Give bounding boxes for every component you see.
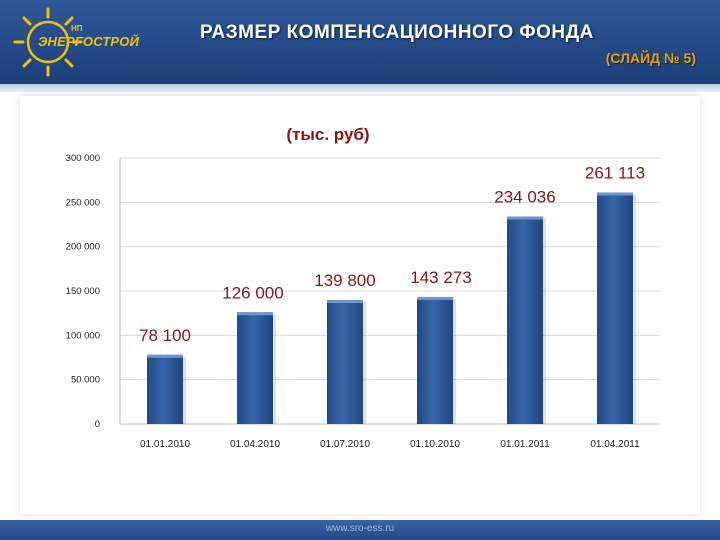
y-tick-label: 0 (95, 419, 100, 430)
bar-top-highlight (417, 296, 453, 300)
bar (417, 296, 453, 424)
footer-url: www.sro-ess.ru (325, 523, 395, 534)
data-label: 126 000 (222, 283, 283, 302)
bar (597, 192, 633, 424)
bar (507, 216, 543, 424)
y-tick-label: 300 000 (66, 153, 100, 164)
page-title: РАЗМЕР КОМПЕНСАЦИОННОГО ФОНДА (200, 22, 594, 43)
footer-bar (0, 520, 720, 540)
y-tick-label: 200 000 (66, 242, 100, 253)
header-bar (0, 0, 720, 84)
data-label: 261 113 (585, 163, 645, 182)
data-label: 78 100 (139, 326, 191, 345)
slide-number: (СЛАЙД № 5) (605, 50, 696, 66)
x-tick-label: 01.04.2011 (590, 439, 640, 450)
data-label: 234 036 (494, 187, 555, 206)
x-tick-label: 01.10.2010 (410, 439, 460, 450)
y-tick-label: 150 000 (66, 286, 100, 297)
bar-top-highlight (597, 192, 633, 196)
y-tick-label: 50 000 (71, 375, 100, 386)
logo-text: ЭНЕРГОСТРОЙ (38, 34, 140, 49)
logo-small-text: НП (71, 24, 83, 33)
logo: НП ЭНЕРГОСТРОЙ (8, 6, 139, 78)
bar (327, 300, 363, 424)
y-tick-label: 100 000 (66, 330, 100, 341)
bar (237, 312, 273, 424)
y-tick-label: 250 000 (66, 197, 100, 208)
data-label: 143 273 (410, 268, 471, 287)
data-label: 139 800 (314, 271, 375, 290)
sun-logo-icon (13, 7, 83, 77)
bar-top-highlight (237, 312, 273, 316)
bar-top-highlight (147, 354, 183, 358)
bar-top-highlight (507, 216, 543, 220)
chart-unit-label: (тыс. руб) (286, 125, 369, 144)
x-tick-label: 01.01.2011 (500, 439, 550, 450)
x-tick-label: 01.01.2010 (140, 439, 190, 450)
header-stripe (0, 84, 720, 92)
x-tick-label: 01.04.2010 (230, 439, 280, 450)
bar-top-highlight (327, 300, 363, 304)
x-tick-label: 01.07.2010 (320, 439, 370, 450)
bar (147, 354, 183, 424)
